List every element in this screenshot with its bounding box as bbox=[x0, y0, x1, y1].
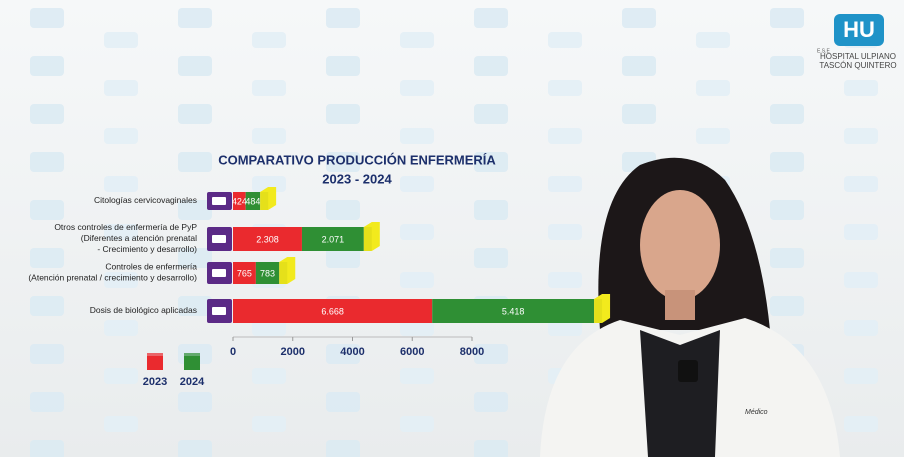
icon-truck bbox=[212, 235, 226, 243]
value-label: 6.668 bbox=[321, 306, 344, 316]
x-tick-label: 0 bbox=[230, 346, 236, 358]
logo-mark: HU bbox=[843, 17, 875, 42]
x-tick-label: 4000 bbox=[340, 346, 364, 358]
icon-truck bbox=[212, 269, 226, 277]
legend-label: 2023 bbox=[143, 376, 167, 388]
video-frame: Médico HU E.S.E HOSPITAL ULPIANO TASCÓN … bbox=[0, 0, 904, 457]
value-label: 2.071 bbox=[322, 234, 345, 244]
value-label: 5.418 bbox=[502, 306, 525, 316]
value-label: 484 bbox=[245, 196, 260, 206]
logo-name: TASCÓN QUINTERO bbox=[819, 61, 896, 70]
bar-cap-face bbox=[279, 262, 287, 284]
icon-truck bbox=[212, 197, 226, 205]
category-label: Citologías cervicovaginales bbox=[94, 195, 197, 205]
x-tick-label: 2000 bbox=[281, 346, 305, 358]
legend-swatch-top bbox=[184, 353, 200, 357]
value-label: 2.308 bbox=[256, 234, 279, 244]
chart-subtitle: 2023 - 2024 bbox=[322, 171, 392, 186]
legend-label: 2024 bbox=[180, 376, 205, 388]
legend-swatch bbox=[184, 356, 200, 370]
legend-swatch bbox=[147, 356, 163, 370]
category-label: Dosis de biológico aplicadas bbox=[90, 305, 197, 315]
logo-name: HOSPITAL ULPIANO bbox=[820, 52, 896, 61]
value-label: 783 bbox=[260, 268, 275, 278]
bar-cap-face bbox=[260, 192, 268, 210]
x-tick-label: 8000 bbox=[460, 346, 484, 358]
bar-cap-face bbox=[364, 227, 372, 251]
value-label: 765 bbox=[237, 268, 252, 278]
badge-text: Médico bbox=[745, 409, 768, 416]
legend-swatch-top bbox=[147, 353, 163, 357]
bar-cap-face bbox=[594, 299, 602, 323]
x-tick-label: 6000 bbox=[400, 346, 424, 358]
chart-title: COMPARATIVO PRODUCCIÓN ENFERMERÍA bbox=[218, 152, 496, 167]
icon-truck bbox=[212, 307, 226, 315]
